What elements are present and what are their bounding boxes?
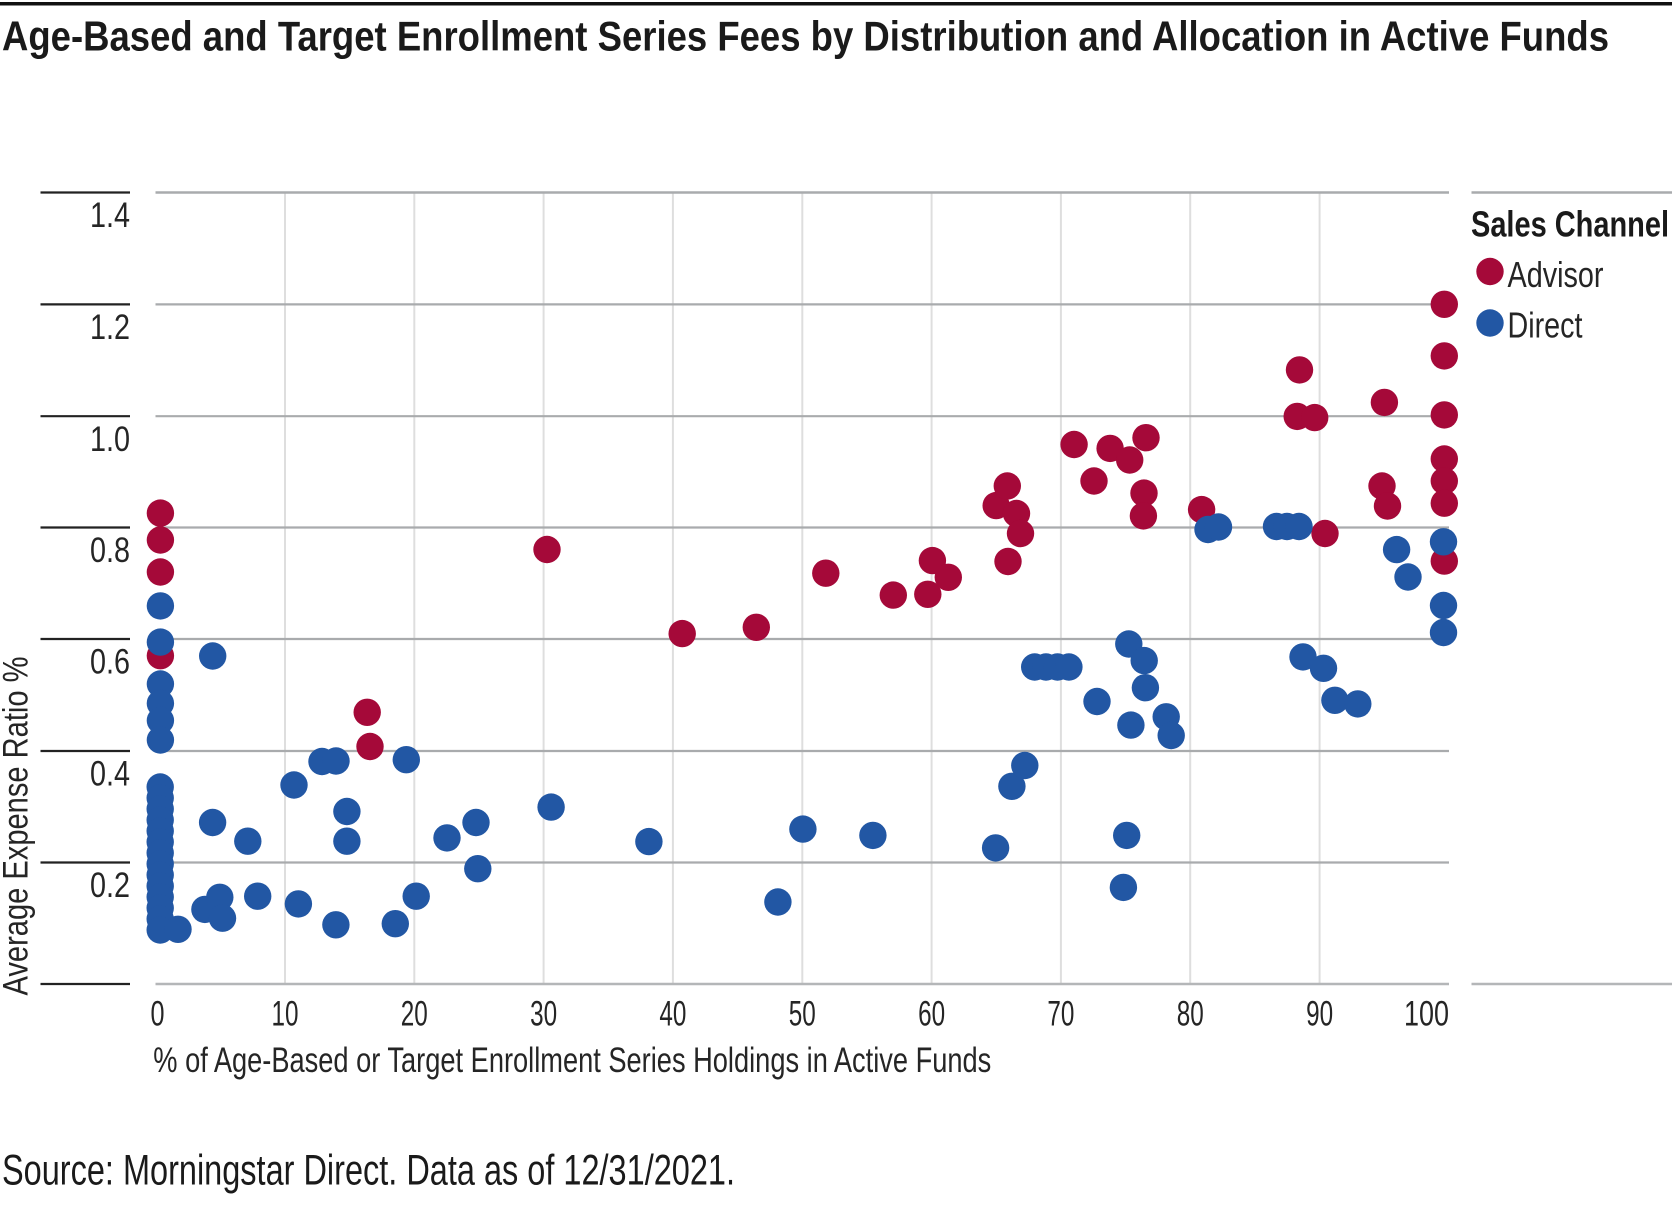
svg-text:Direct: Direct	[1508, 304, 1583, 345]
svg-text:50: 50	[789, 994, 816, 1033]
svg-text:90: 90	[1306, 994, 1333, 1033]
svg-text:60: 60	[918, 994, 945, 1033]
svg-text:0.4: 0.4	[90, 755, 130, 794]
svg-text:Average Expense Ratio %: Average Expense Ratio %	[0, 657, 36, 996]
svg-text:10: 10	[272, 994, 299, 1033]
svg-text:0: 0	[151, 994, 165, 1033]
svg-text:1.0: 1.0	[90, 420, 130, 459]
svg-text:1.4: 1.4	[90, 196, 130, 235]
svg-text:20: 20	[401, 994, 428, 1033]
svg-text:Source: Morningstar Direct. Da: Source: Morningstar Direct. Data as of 1…	[2, 1148, 735, 1195]
svg-text:80: 80	[1177, 994, 1204, 1033]
svg-text:70: 70	[1047, 994, 1074, 1033]
svg-text:Advisor: Advisor	[1508, 254, 1604, 295]
svg-text:40: 40	[659, 994, 686, 1033]
svg-text:1.2: 1.2	[90, 308, 130, 347]
svg-text:Age-Based and Target Enrollmen: Age-Based and Target Enrollment Series F…	[2, 12, 1609, 59]
svg-text:30: 30	[530, 994, 557, 1033]
svg-text:100: 100	[1404, 994, 1449, 1033]
svg-text:0.8: 0.8	[90, 531, 130, 570]
svg-text:Sales Channel: Sales Channel	[1471, 204, 1669, 245]
svg-text:0.2: 0.2	[90, 866, 130, 905]
svg-text:% of Age-Based or Target Enrol: % of Age-Based or Target Enrollment Seri…	[153, 1040, 991, 1080]
svg-text:0.6: 0.6	[90, 643, 130, 682]
